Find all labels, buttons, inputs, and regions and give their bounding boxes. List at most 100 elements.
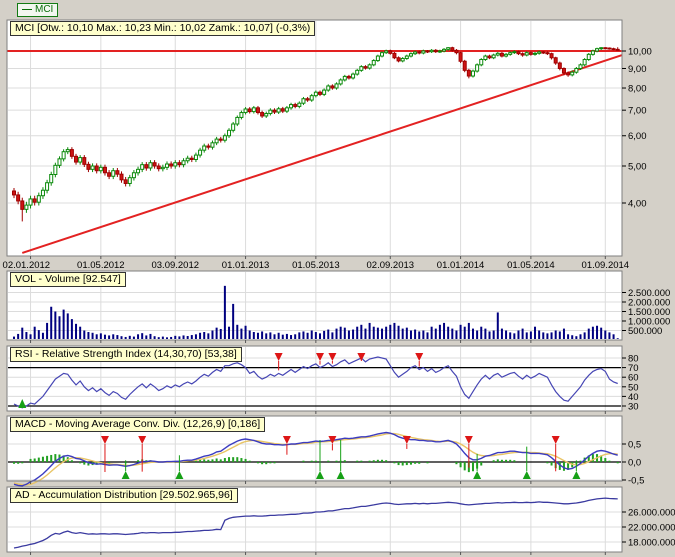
macd-histogram-bar — [327, 460, 330, 462]
macd-histogram-bar — [269, 462, 272, 464]
buy-signal-icon — [315, 471, 324, 479]
macd-histogram-bar — [219, 459, 222, 462]
y-axis-tick-label: 1.000.000 — [628, 317, 670, 328]
sell-signal-icon — [315, 353, 324, 361]
macd-histogram-bar — [62, 455, 65, 462]
macd-histogram-bar — [232, 457, 235, 462]
macd-histogram-bar — [591, 454, 594, 462]
x-axis-tick-label: 01.09.2014 — [582, 260, 630, 271]
ad-panel-label: AD - Accumulation Distribution [29.502.9… — [10, 488, 238, 503]
macd-histogram-bar — [546, 462, 549, 464]
volume-bars — [13, 285, 619, 339]
x-axis-labels: 02.01.2012 01.05.2012 03.09.2012 01.01.2013… — [3, 260, 630, 271]
macd-histogram-bar — [401, 462, 404, 466]
price-panel-label: MCI [Otw.: 10,10 Max.: 10,23 Min.: 10,02… — [10, 21, 316, 36]
macd-histogram-bar — [21, 462, 24, 464]
macd-histogram-bar — [244, 458, 247, 462]
buy-signal-icon — [121, 471, 130, 479]
macd-histogram-bar — [256, 462, 259, 464]
y-axis-tick-label: 2.500.000 — [628, 288, 670, 299]
macd-histogram-bar — [108, 462, 111, 464]
macd-histogram-bar — [587, 455, 590, 462]
y-axis-tick-label: 26.000.000 — [628, 508, 675, 519]
macd-histogram-bar — [562, 462, 565, 471]
y-axis-tick-label: 8,00 — [628, 84, 647, 95]
macd-histogram-bar — [215, 458, 218, 462]
macd-histogram-bar — [236, 457, 239, 462]
macd-histogram-bar — [463, 462, 466, 471]
macd-histogram-bar — [509, 459, 512, 462]
macd-histogram-bar — [360, 460, 363, 462]
buy-signal-icon — [336, 471, 345, 479]
macd-histogram-bar — [79, 462, 82, 464]
macd-histogram-bar — [368, 460, 371, 462]
macd-histogram-bar — [203, 459, 206, 462]
sell-signal-icon — [328, 353, 337, 361]
macd-histogram-bar — [83, 462, 86, 465]
panel-frame-ad: 26.000.000 22.000.000 18.000.000 — [6, 486, 675, 555]
y-axis-tick-label: 22.000.000 — [628, 523, 675, 534]
y-axis-tick-label: 6,00 — [628, 131, 647, 142]
panel-frame-price: 10,00 9,00 8,00 7,00 6,00 5,00 4,00 — [6, 19, 652, 259]
macd-histogram-bar — [492, 460, 495, 462]
panel-frame-volume: 2.500.0002.000.0001.500.0001.000.000500.… — [6, 270, 670, 343]
macd-histogram-bar — [376, 459, 379, 462]
macd-histogram-bar — [240, 458, 243, 462]
y-axis-tick-label: 0,0 — [628, 458, 641, 469]
macd-histogram-bar — [46, 455, 49, 462]
macd-histogram-bar — [405, 462, 408, 466]
macd-histogram-bar — [496, 459, 499, 462]
macd-histogram-bar — [455, 462, 458, 465]
macd-indicator — [8, 431, 621, 487]
macd-histogram-bar — [480, 462, 483, 466]
macd-histogram-bar — [616, 462, 619, 464]
buy-signal-icon — [473, 471, 482, 479]
rsi-line — [13, 356, 618, 409]
sell-signal-icon — [274, 353, 283, 361]
rsi-indicator — [8, 353, 621, 409]
x-axis-tick-label: 01.05.2012 — [77, 260, 125, 271]
macd-histogram-bar — [302, 460, 305, 462]
y-axis-tick-label: 30 — [628, 402, 639, 413]
macd-histogram-bar — [194, 460, 197, 462]
sell-signal-icon — [138, 436, 147, 444]
y-axis-tick-label: 50 — [628, 382, 639, 393]
macd-histogram-bar — [426, 462, 429, 464]
macd-histogram-bar — [37, 457, 40, 462]
y-axis-tick-label: 40 — [628, 392, 639, 403]
sell-signal-icon — [551, 436, 560, 444]
macd-panel-label: MACD - Moving Average Conv. Div. (12,26,… — [10, 417, 266, 432]
macd-histogram-bar — [459, 462, 462, 468]
y-axis-tick-label: 500.000 — [628, 326, 662, 337]
x-axis-tick-label: 01.05.2014 — [507, 260, 555, 271]
macd-histogram-bar — [343, 460, 346, 462]
x-axis-tick-label: 01.01.2014 — [437, 260, 485, 271]
x-axis-tick-label: 03.09.2012 — [151, 260, 199, 271]
macd-histogram-bar — [513, 460, 516, 462]
macd-histogram-bar — [13, 462, 15, 464]
panel-rsi — [7, 346, 622, 411]
y-axis-tick-label: -0,5 — [628, 476, 644, 487]
y-axis-tick-label: 10,00 — [628, 47, 652, 58]
sell-signal-icon — [415, 353, 424, 361]
buy-signal-icon — [572, 471, 581, 479]
macd-histogram-bar — [393, 462, 396, 464]
macd-histogram-bar — [17, 462, 20, 464]
x-axis-tick-label: 02.01.2012 — [3, 260, 51, 271]
y-axis-tick-label: 2.000.000 — [628, 298, 670, 309]
sell-signal-icon — [402, 436, 411, 444]
sell-signal-icon — [282, 436, 291, 444]
series-legend[interactable]: — MCI — [17, 3, 59, 17]
macd-histogram-bar — [409, 462, 412, 465]
macd-histogram-bar — [211, 459, 214, 462]
macd-histogram-bar — [207, 459, 210, 462]
macd-histogram-bar — [33, 458, 36, 462]
macd-histogram-bar — [381, 459, 384, 462]
x-axis-tick-label: 01.05.2013 — [292, 260, 340, 271]
macd-histogram-bar — [356, 460, 359, 462]
macd-histogram-bar — [500, 459, 503, 462]
macd-histogram-bar — [558, 462, 561, 470]
sell-signal-icon — [357, 353, 366, 361]
